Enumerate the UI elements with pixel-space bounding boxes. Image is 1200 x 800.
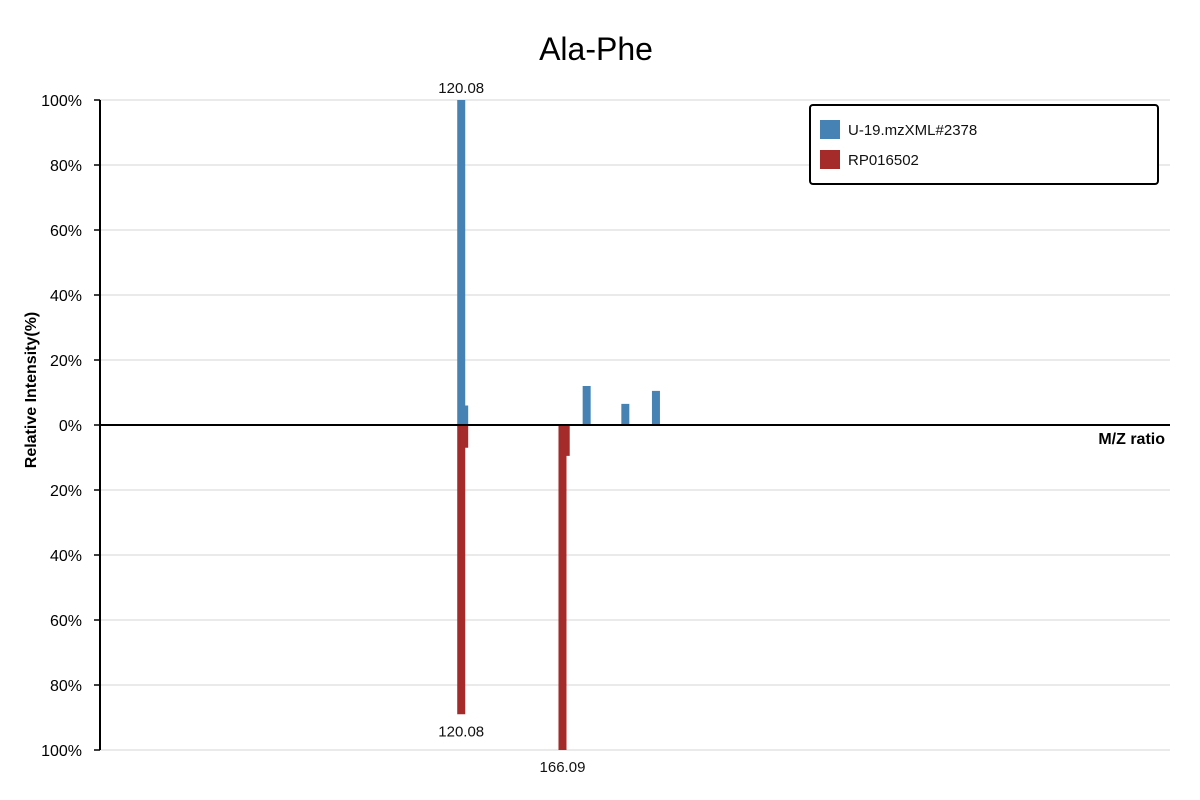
legend-swatch-rp016502 bbox=[820, 150, 840, 169]
peaks-group bbox=[457, 100, 660, 750]
peak-label: 166.09 bbox=[540, 759, 586, 776]
peak-bar bbox=[651, 390, 660, 425]
peak-bar bbox=[582, 386, 591, 425]
legend-label-rp016502: RP016502 bbox=[848, 152, 919, 169]
peak-label: 120.08 bbox=[438, 80, 484, 97]
y-tick-label: 40% bbox=[50, 548, 82, 565]
peak-bar bbox=[457, 425, 466, 715]
peak-bar bbox=[457, 100, 466, 425]
legend-label-u19: U-19.mzXML#2378 bbox=[848, 122, 977, 139]
legend: U-19.mzXML#2378 RP016502 bbox=[809, 104, 1159, 185]
y-tick-label: 80% bbox=[50, 678, 82, 695]
peak-bar bbox=[561, 425, 570, 456]
chart-title: Ala-Phe bbox=[539, 31, 653, 67]
grid-lines bbox=[100, 99, 1170, 751]
peak-bar bbox=[621, 403, 630, 425]
peak-labels: 120.08 120.08 166.09 bbox=[438, 80, 585, 776]
peak-bar bbox=[460, 425, 469, 448]
y-tick-label: 0% bbox=[59, 418, 82, 435]
legend-box bbox=[809, 104, 1159, 185]
peak-bar bbox=[558, 425, 567, 750]
y-tick-label: 60% bbox=[50, 223, 82, 240]
x-axis-label: M/Z ratio bbox=[1098, 431, 1165, 448]
peak-label: 120.08 bbox=[438, 723, 484, 740]
y-tick-label: 20% bbox=[50, 353, 82, 370]
y-axis-label: Relative Intensity(%) bbox=[23, 312, 40, 468]
y-tick-label: 80% bbox=[50, 158, 82, 175]
y-tick-label: 20% bbox=[50, 483, 82, 500]
y-axis-ticks: 100% 80% 60% 40% 20% 0% 20% 40% 60% 80% 100% bbox=[41, 93, 100, 760]
y-tick-label: 60% bbox=[50, 613, 82, 630]
y-tick-label: 40% bbox=[50, 288, 82, 305]
peak-bar bbox=[460, 405, 469, 425]
legend-swatch-u19 bbox=[820, 120, 840, 139]
y-tick-label: 100% bbox=[41, 93, 82, 110]
y-tick-label: 100% bbox=[41, 743, 82, 760]
